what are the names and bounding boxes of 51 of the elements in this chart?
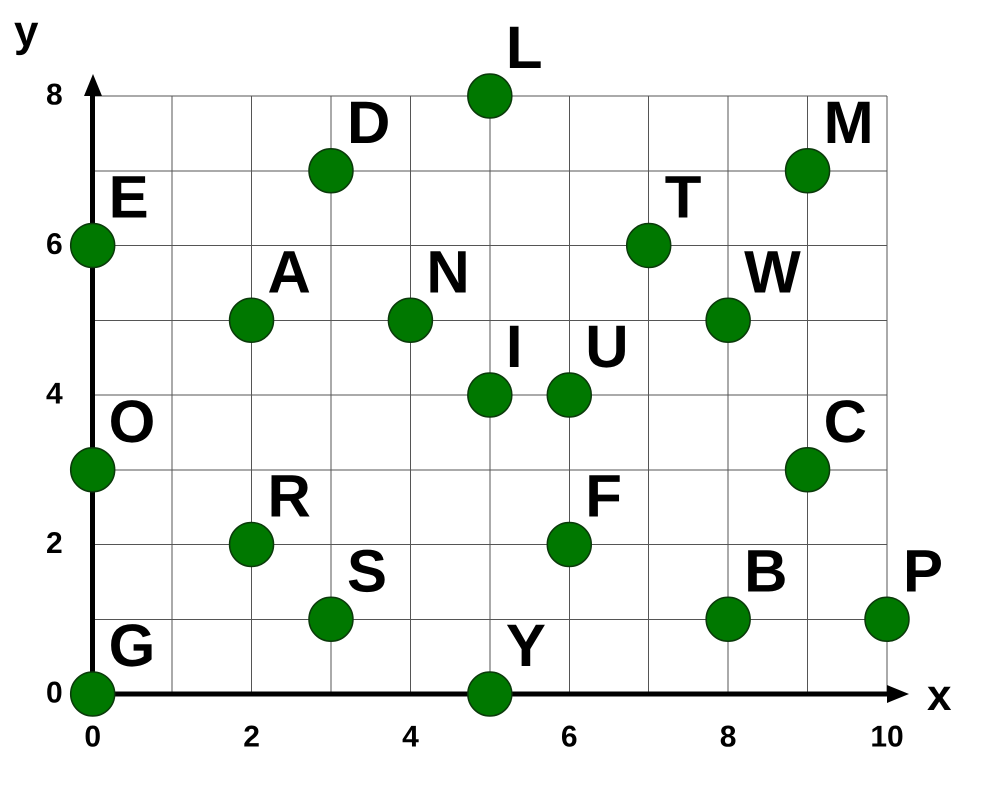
x-tick-label: 2 (243, 720, 260, 754)
y-tick-label: 4 (46, 377, 63, 410)
point (546, 522, 592, 568)
annotation: S (346, 537, 388, 604)
annotation: F (585, 462, 622, 530)
annotation: I (506, 313, 523, 380)
point (70, 447, 116, 492)
point (705, 596, 751, 642)
annotation: W (744, 238, 802, 306)
point (70, 222, 116, 268)
y-tick-label: 2 (46, 526, 63, 560)
point (388, 298, 434, 343)
x-tick-label: 4 (402, 720, 420, 754)
annotation: E (108, 164, 149, 230)
point (467, 671, 513, 717)
annotation: N (426, 238, 470, 306)
y-tick-label: 6 (46, 228, 63, 261)
point (784, 148, 830, 194)
point (228, 298, 274, 343)
x-axis-title: x (927, 671, 952, 720)
point (308, 148, 354, 194)
point (705, 298, 751, 343)
annotation: U (585, 313, 629, 380)
x-tick-label: 6 (560, 720, 578, 754)
annotation: A (268, 238, 311, 306)
annotation: Y (506, 612, 546, 679)
point (467, 73, 513, 119)
point (626, 222, 672, 268)
annotation: L (506, 14, 542, 81)
annotation: R (268, 462, 311, 530)
point (864, 596, 910, 642)
x-tick-label: 10 (870, 720, 904, 754)
point (308, 596, 354, 642)
annotation: G (108, 612, 156, 679)
annotation: D (346, 88, 390, 156)
y-axis-title: y (14, 7, 39, 56)
annotation: T (664, 164, 702, 230)
annotation: C (824, 388, 867, 455)
point (70, 671, 116, 717)
x-tick-label: 8 (720, 720, 736, 754)
annotation: B (744, 537, 788, 604)
annotation: P (903, 537, 944, 604)
y-tick-label: 8 (46, 78, 63, 112)
annotation: M (824, 88, 874, 156)
y-tick-label: 0 (46, 676, 63, 710)
x-tick-label: 0 (84, 720, 102, 754)
annotation: O (108, 388, 156, 455)
point (467, 372, 513, 418)
point (784, 447, 830, 492)
point (546, 372, 592, 418)
point (228, 522, 274, 568)
